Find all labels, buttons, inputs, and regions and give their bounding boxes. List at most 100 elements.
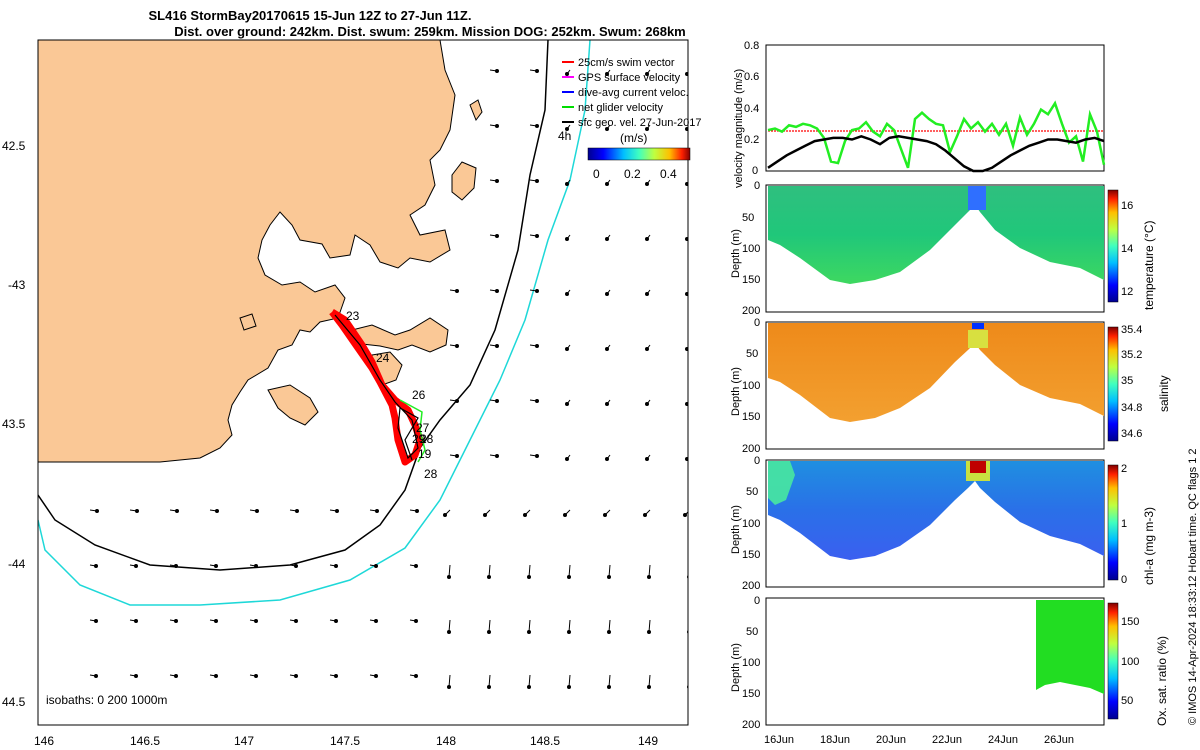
current-arrowhead: [414, 619, 418, 623]
cbar-tick: 150: [1121, 616, 1139, 628]
day-label: 28: [424, 467, 438, 481]
salinity-cbar-label: salinity: [1157, 375, 1171, 412]
current-arrowhead: [683, 513, 687, 517]
current-arrowhead: [645, 402, 649, 406]
map-x-axis: 146 146.5 147 147.5 148 148.5 149: [34, 734, 658, 748]
y-tick: 100: [742, 518, 760, 530]
current-arrowhead: [334, 564, 338, 568]
salinity-panel: 35.4 35.2 35 34.8 34.6 salinity 0 50 100…: [730, 317, 1171, 455]
cbar-tick: 2: [1121, 463, 1127, 475]
x-tick: 148.5: [530, 734, 560, 748]
y-tick: 150: [742, 411, 760, 423]
current-arrowhead: [685, 402, 688, 406]
current-arrowhead: [254, 674, 258, 678]
current-arrowhead: [455, 399, 459, 403]
current-arrowhead: [527, 685, 531, 689]
current-arrowhead: [455, 289, 459, 293]
current-arrowhead: [567, 575, 571, 579]
current-arrowhead: [374, 674, 378, 678]
temperature-ylabel: Depth (m): [730, 229, 742, 278]
cbar-tick: 35.2: [1121, 349, 1142, 361]
day-label: 19: [418, 447, 432, 461]
current-arrowhead: [215, 509, 219, 513]
current-arrowhead: [565, 127, 569, 131]
current-arrowhead: [455, 344, 459, 348]
salinity-colorbar: [1107, 326, 1119, 442]
current-arrowhead: [495, 124, 499, 128]
current-vectors: [89, 69, 690, 689]
current-arrowhead: [647, 685, 651, 689]
x-tick: 146.5: [130, 734, 160, 748]
y-tick: -43: [8, 278, 26, 292]
current-arrowhead: [565, 72, 569, 76]
geostrophic-series: [767, 134, 1105, 173]
current-arrowhead: [565, 347, 569, 351]
current-arrowhead: [214, 619, 218, 623]
current-arrowhead: [415, 509, 419, 513]
current-arrow: [648, 674, 651, 688]
y-tick: 42.5: [2, 139, 26, 153]
current-arrowhead: [645, 237, 649, 241]
oxygen-panel: 150 100 50 Ox. sat. ratio (%) 0 50 100 1…: [730, 595, 1169, 731]
current-arrowhead: [567, 630, 571, 634]
figure-subtitle: Dist. over ground: 242km. Dist. swum: 25…: [174, 24, 686, 39]
hour-label: 4h: [558, 129, 571, 143]
current-arrowhead: [134, 564, 138, 568]
y-tick: 200: [742, 580, 760, 592]
oxygen-cbar-ticks: 150 100 50: [1121, 616, 1139, 707]
time-tick: 20Jun: [876, 734, 906, 746]
current-arrowhead: [254, 564, 258, 568]
current-arrowhead: [495, 454, 499, 458]
current-arrowhead: [94, 674, 98, 678]
legend-entry: GPS surface velocity: [578, 72, 681, 84]
current-arrowhead: [645, 347, 649, 351]
day-label: 27: [416, 421, 430, 435]
land-maria: [451, 161, 477, 201]
colorbar-tick: 0: [593, 167, 600, 181]
land-tasmania: [38, 40, 456, 463]
day-label: 24: [376, 351, 390, 365]
current-arrow: [528, 564, 531, 578]
cbar-tick: 34.6: [1121, 428, 1142, 440]
y-tick: 0.4: [744, 103, 759, 115]
land-bruny: [267, 384, 319, 426]
current-arrowhead: [334, 619, 338, 623]
salinity-anomaly: [968, 330, 988, 348]
map-frame: [37, 39, 689, 726]
current-arrowhead: [294, 564, 298, 568]
current-arrowhead: [647, 575, 651, 579]
current-arrowhead: [607, 630, 611, 634]
time-tick: 22Jun: [932, 734, 962, 746]
chla-section: [768, 461, 1104, 560]
current-arrow: [608, 564, 611, 578]
current-arrow: [448, 619, 451, 633]
chla-cbar-label: chl-a (mg m-3): [1142, 507, 1156, 585]
y-tick: 0: [754, 317, 760, 329]
current-arrowhead: [495, 344, 499, 348]
current-arrow: [448, 564, 451, 578]
current-arrowhead: [523, 513, 527, 517]
current-arrow: [568, 674, 571, 688]
cbar-tick: 12: [1121, 286, 1133, 298]
current-arrowhead: [94, 564, 98, 568]
current-arrowhead: [527, 630, 531, 634]
day-label: 23: [346, 309, 360, 323]
current-arrowhead: [295, 509, 299, 513]
y-tick: 100: [742, 380, 760, 392]
current-arrowhead: [645, 72, 649, 76]
current-arrowhead: [685, 292, 688, 296]
velocity-axes: [765, 44, 1105, 172]
current-arrow: [488, 619, 491, 633]
speed-colorbar: [587, 147, 691, 161]
current-arrowhead: [334, 674, 338, 678]
chla-surface: [768, 461, 795, 505]
current-arrow: [488, 674, 491, 688]
oxygen-ylabel: Depth (m): [730, 643, 742, 692]
current-arrowhead: [294, 619, 298, 623]
chla-colorbar: [1107, 464, 1119, 581]
y-tick: 50: [742, 212, 754, 224]
cbar-tick: 0: [1121, 574, 1127, 586]
current-arrow: [689, 675, 690, 687]
land-schouten: [469, 99, 483, 122]
